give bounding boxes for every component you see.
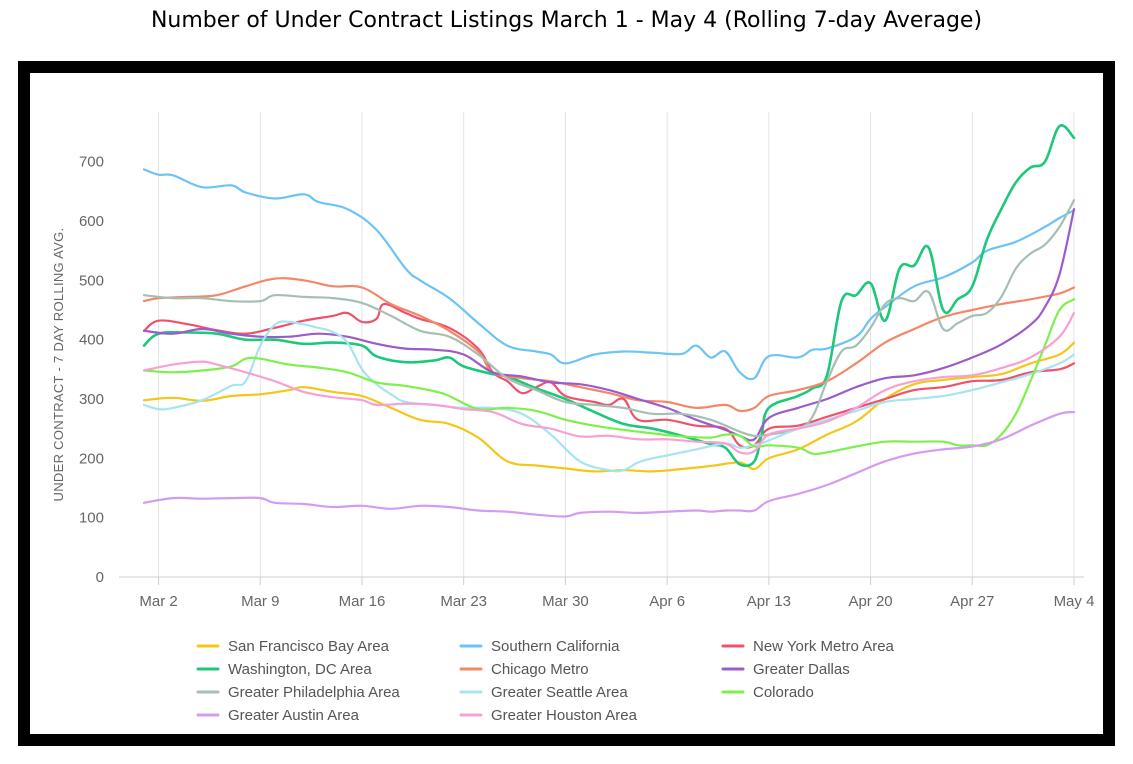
legend-item[interactable]: Southern California — [459, 638, 620, 655]
legend-label: Greater Austin Area — [228, 707, 360, 724]
y-axis: 0 100 200 300 400 500 600 700 — [79, 154, 104, 586]
legend-label: Colorado — [753, 684, 814, 701]
legend-item[interactable]: New York Metro Area — [721, 638, 895, 655]
x-tick-label: Mar 9 — [241, 593, 279, 610]
x-tick-label: Apr 27 — [950, 593, 994, 610]
legend-item[interactable]: San Francisco Bay Area — [196, 638, 390, 655]
x-tick-label: Mar 2 — [139, 593, 177, 610]
y-tick-label: 100 — [79, 510, 104, 527]
x-tick-label: Mar 23 — [440, 593, 487, 610]
x-tick-label: Mar 16 — [339, 593, 386, 610]
grid-layer — [158, 112, 1075, 577]
series-line-greater-philadelphia-area — [142, 199, 1076, 438]
series-line-new-york-metro-area — [142, 302, 1076, 449]
legend-label: New York Metro Area — [753, 638, 895, 655]
series-line-chicago-metro — [142, 277, 1076, 413]
y-tick-label: 200 — [79, 450, 104, 467]
series-layer — [142, 124, 1076, 518]
y-tick-label: 300 — [79, 391, 104, 408]
legend-label: Chicago Metro — [491, 661, 589, 678]
legend-item[interactable]: Greater Seattle Area — [459, 684, 628, 701]
x-tick-label: Apr 20 — [848, 593, 892, 610]
series-line-washington-dc-area — [142, 124, 1076, 468]
series-line-greater-dallas — [142, 208, 1076, 442]
y-tick-label: 600 — [79, 213, 104, 230]
x-tick-label: May 4 — [1054, 593, 1095, 610]
y-tick-label: 500 — [79, 272, 104, 289]
series-line-greater-seattle-area — [142, 320, 1076, 473]
x-tick-label: Apr 6 — [649, 593, 685, 610]
x-tick-label: Apr 13 — [747, 593, 791, 610]
page-title: Number of Under Contract Listings March … — [150, 8, 983, 33]
legend-label: San Francisco Bay Area — [228, 638, 390, 655]
legend-item[interactable]: Greater Philadelphia Area — [196, 684, 400, 701]
legend-label: Washington, DC Area — [228, 661, 372, 678]
legend-item[interactable]: Greater Houston Area — [459, 707, 638, 724]
legend-item[interactable]: Chicago Metro — [459, 661, 589, 678]
series-line-southern-california — [142, 168, 1076, 381]
legend-label: Greater Houston Area — [491, 707, 638, 724]
legend-label: Greater Dallas — [753, 661, 850, 678]
series-line-greater-austin-area — [142, 411, 1076, 518]
x-axis: Mar 2 Mar 9 Mar 16 Mar 23 Mar 30 Apr 6 Apr 13 A… — [119, 576, 1095, 610]
legend: San Francisco Bay Area Southern Californi… — [196, 638, 895, 724]
y-tick-label: 700 — [79, 154, 104, 171]
y-tick-label: 400 — [79, 332, 104, 349]
x-tick-label: Mar 30 — [542, 593, 589, 610]
legend-item[interactable]: Colorado — [721, 684, 814, 701]
legend-label: Greater Seattle Area — [491, 684, 628, 701]
legend-item[interactable]: Washington, DC Area — [196, 661, 372, 678]
series-line-greater-houston-area — [142, 311, 1076, 455]
chart-frame: 0 100 200 300 400 500 600 700 Mar 2 Mar 9 Mar 16 M… — [18, 61, 1115, 746]
legend-label: Southern California — [491, 638, 620, 655]
legend-label: Greater Philadelphia Area — [228, 684, 400, 701]
y-tick-label: 0 — [96, 569, 104, 586]
legend-item[interactable]: Greater Dallas — [721, 661, 850, 678]
legend-item[interactable]: Greater Austin Area — [196, 707, 360, 724]
y-axis-title: UNDER CONTRACT - 7 DAY ROLLING AVG. — [51, 228, 66, 502]
